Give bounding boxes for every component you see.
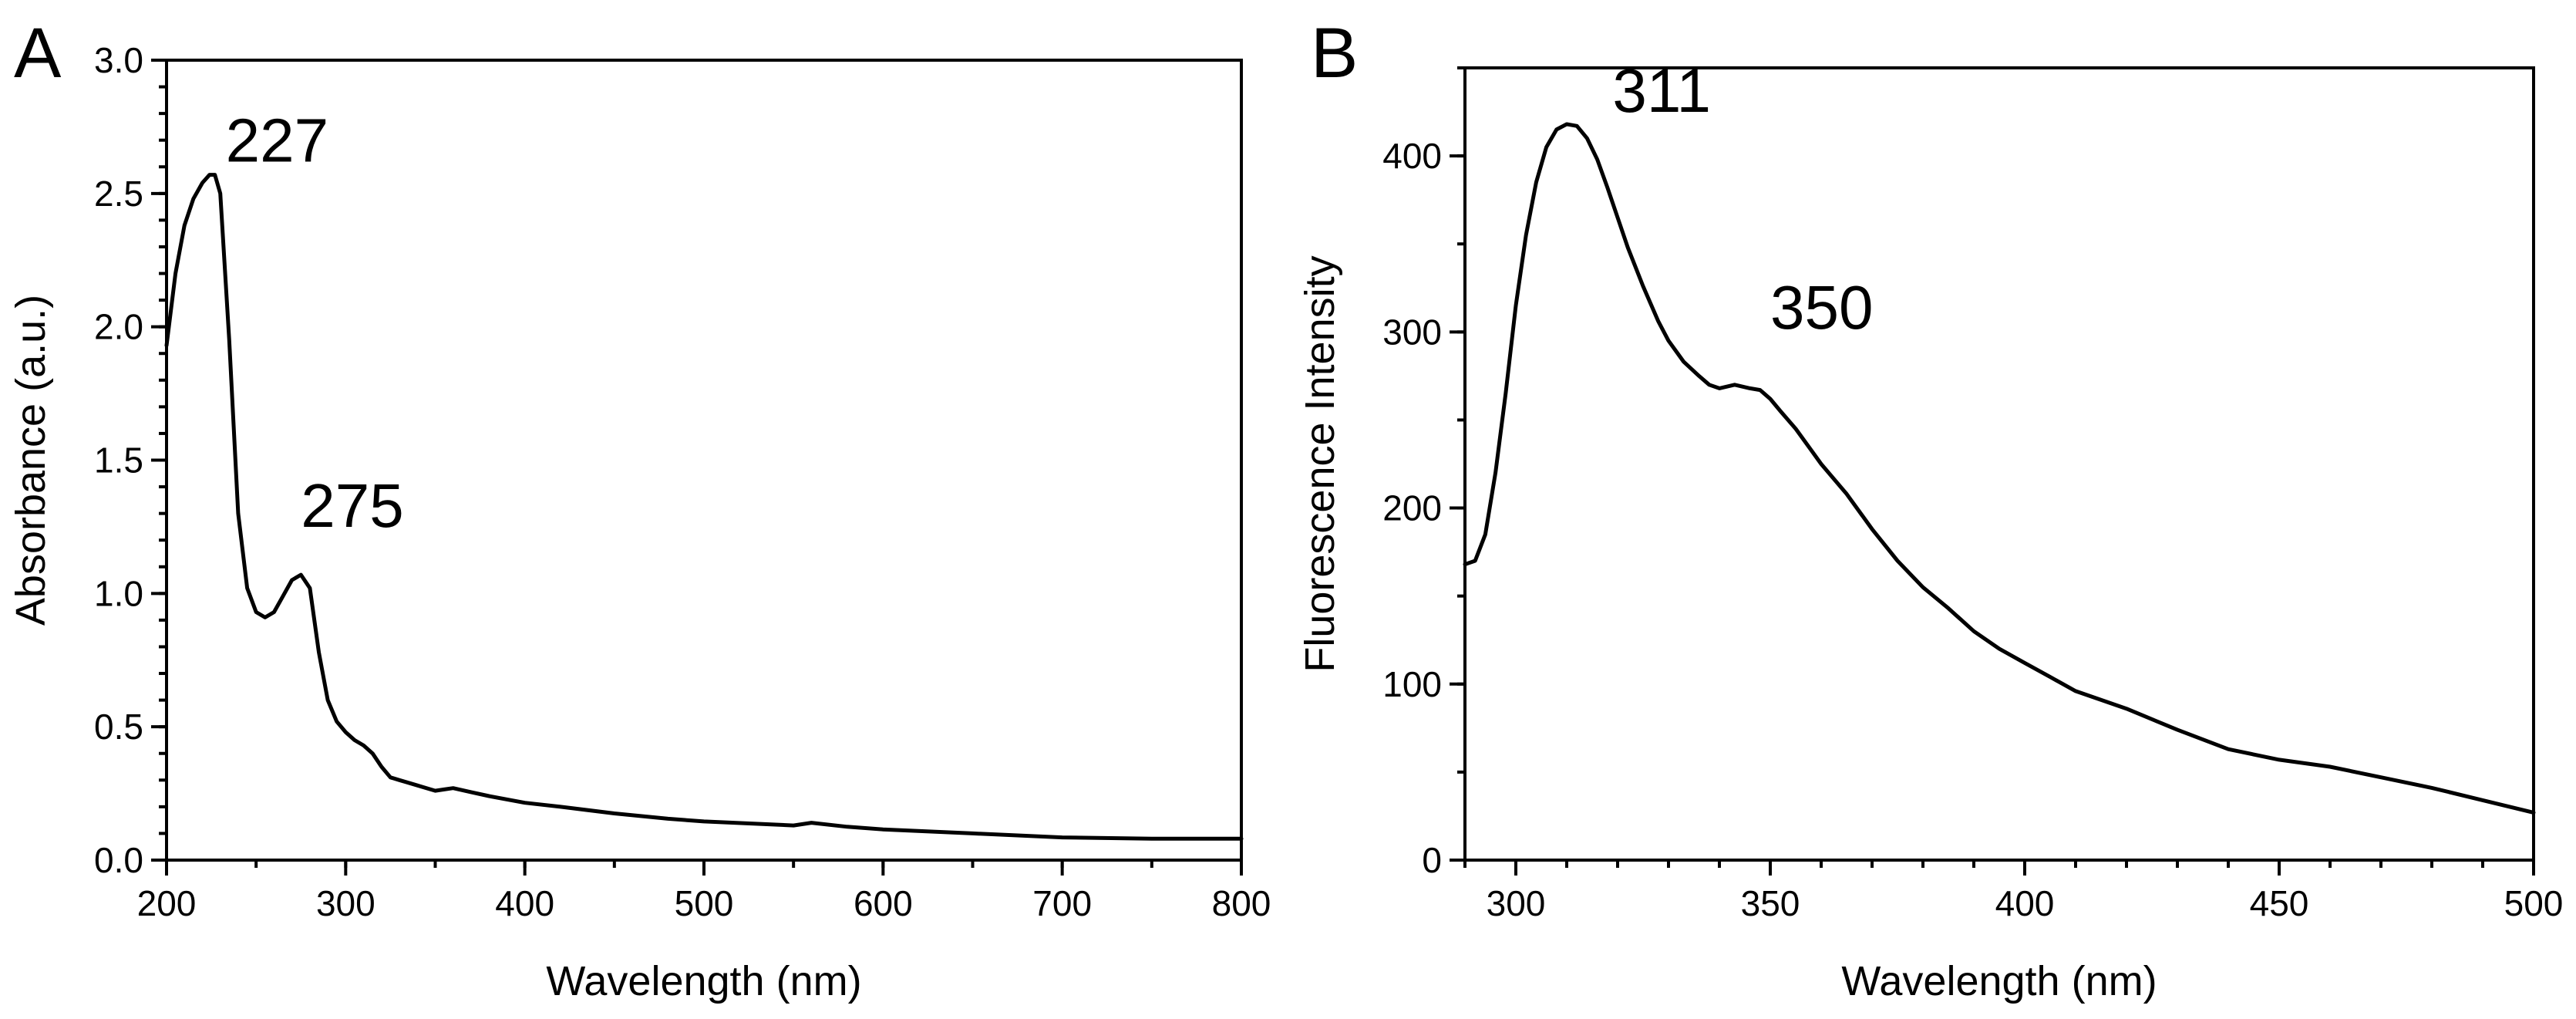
panel-letter: B [1311,14,1358,93]
x-tick-label: 300 [1487,883,1546,923]
y-tick-label: 0 [1422,840,1442,880]
y-tick-label: 200 [1382,488,1442,528]
peak-label: 311 [1612,56,1711,125]
y-tick-label: 0.0 [94,840,143,880]
y-tick-label: 2.5 [94,174,143,214]
x-tick-label: 400 [495,883,554,923]
plot-frame [1463,66,2535,862]
series-line-fluorescence [1463,122,2536,815]
x-tick-label: 300 [316,883,375,923]
x-tick-label: 500 [2504,883,2564,923]
y-axis-title: Absorbance (a.u.) [8,295,54,626]
x-tick-label: 200 [137,883,197,923]
peak-label: 350 [1770,273,1873,342]
y-tick-label: 0.5 [94,707,143,747]
panel-letter: A [14,14,62,93]
x-axis-title: Wavelength (nm) [1841,958,2157,1004]
x-tick-label: 800 [1212,883,1271,923]
y-tick-label: 300 [1382,312,1442,352]
x-tick-label: 400 [1995,883,2055,923]
x-tick-label: 700 [1032,883,1092,923]
x-tick-label: 350 [1741,883,1800,923]
x-axis-title: Wavelength (nm) [546,958,861,1004]
y-tick-label: 400 [1382,136,1442,176]
x-tick-label: 600 [854,883,913,923]
chart-panel-b: B 300 350 400 450 500 0 100 200 300 400 Wavelength … [1297,14,2563,1004]
chart-panel-a: A 200 300 400 500 600 700 800 0.0 0.5 1.0 1.5 2.0 2.5… [8,14,1271,1004]
series-line-absorbance [164,173,1244,841]
y-tick-label: 3.0 [94,40,143,80]
y-tick-label: 1.5 [94,440,143,481]
x-tick-label: 500 [675,883,734,923]
x-tick-label: 450 [2250,883,2309,923]
y-tick-label: 2.0 [94,307,143,347]
peak-label: 227 [226,106,328,174]
y-tick-label: 100 [1382,664,1442,704]
plot-frame [165,59,1243,862]
peak-label: 275 [301,471,403,540]
y-tick-label: 1.0 [94,573,143,613]
y-axis-title: Fluorescence Intensity [1297,255,1343,672]
